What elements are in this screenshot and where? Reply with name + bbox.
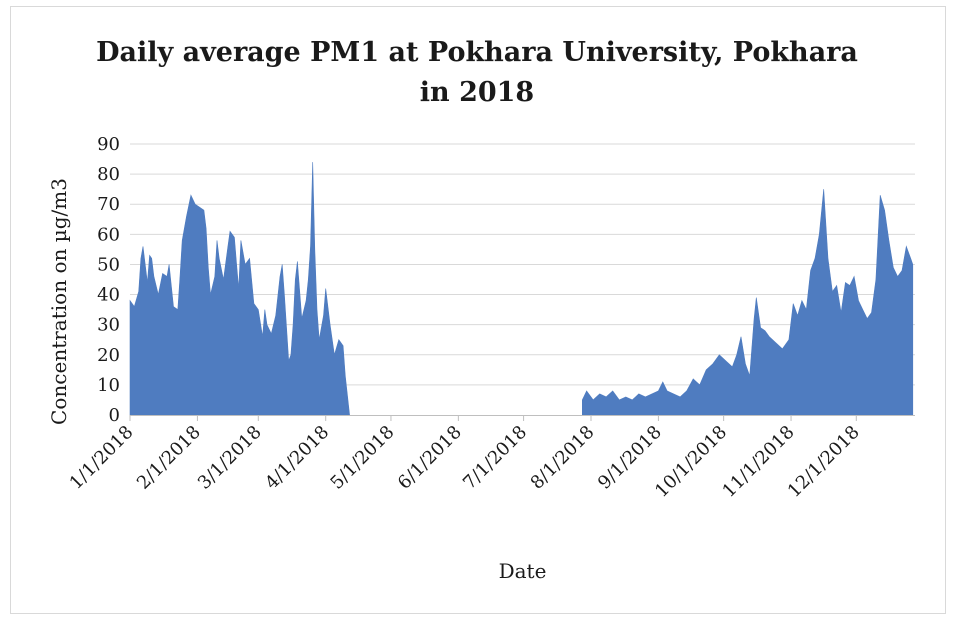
y-tick-label: 40 — [97, 285, 120, 306]
x-tick-label: 7/1/2018 — [459, 422, 531, 494]
x-tick-label: 2/1/2018 — [133, 422, 205, 494]
chart-title: Daily average PM1 at Pokhara University,… — [96, 37, 858, 68]
y-axis-label: Concentration on µg/m3 — [47, 178, 71, 425]
y-tick-label: 0 — [109, 405, 120, 426]
x-tick-label: 5/1/2018 — [326, 422, 398, 494]
x-axis-label: Date — [499, 559, 547, 583]
y-tick-label: 50 — [97, 254, 120, 275]
x-tick-labels: 1/1/20182/1/20183/1/20184/1/20185/1/2018… — [66, 415, 864, 502]
y-tick-label: 90 — [97, 134, 120, 155]
y-tick-label: 20 — [97, 345, 120, 366]
x-tick-label: 4/1/2018 — [261, 422, 333, 494]
series-area-2 — [581, 189, 914, 416]
x-tick-label: 8/1/2018 — [527, 422, 599, 494]
y-tick-label: 60 — [97, 224, 120, 245]
chart-title-line2: in 2018 — [419, 77, 535, 108]
series-areas — [129, 162, 914, 416]
y-tick-labels: 0 10 20 30 40 50 60 70 80 90 — [97, 134, 120, 426]
x-tick-label: 6/1/2018 — [394, 422, 466, 494]
y-tick-label: 70 — [97, 194, 120, 215]
series-area-1 — [129, 162, 350, 416]
y-tick-label: 10 — [97, 375, 120, 396]
x-tick-label: 1/1/2018 — [66, 422, 138, 494]
x-tick-label: 3/1/2018 — [194, 422, 266, 494]
y-tick-label: 30 — [97, 315, 120, 336]
y-tick-label: 80 — [97, 164, 120, 185]
